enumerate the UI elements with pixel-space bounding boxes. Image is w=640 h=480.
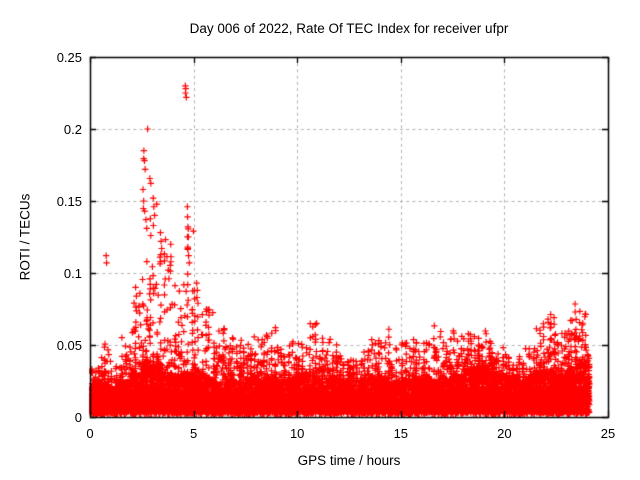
x-tick-label: 25: [600, 426, 616, 441]
y-tick-label: 0.25: [56, 50, 82, 65]
x-tick-label: 10: [289, 426, 305, 441]
y-tick-label: 0: [74, 410, 82, 425]
y-tick-label: 0.2: [63, 122, 82, 137]
x-axis-label: GPS time / hours: [297, 453, 401, 468]
y-tick-label: 0.15: [56, 194, 82, 209]
y-tick-label: 0.1: [63, 266, 82, 281]
y-tick-label: 0.05: [56, 338, 82, 353]
x-tick-label: 5: [189, 426, 198, 441]
x-tick-label: 0: [86, 426, 94, 441]
x-tick-label: 15: [393, 426, 409, 441]
x-tick-label: 20: [497, 426, 512, 441]
chart-title: Day 006 of 2022, Rate Of TEC Index for r…: [189, 21, 509, 36]
